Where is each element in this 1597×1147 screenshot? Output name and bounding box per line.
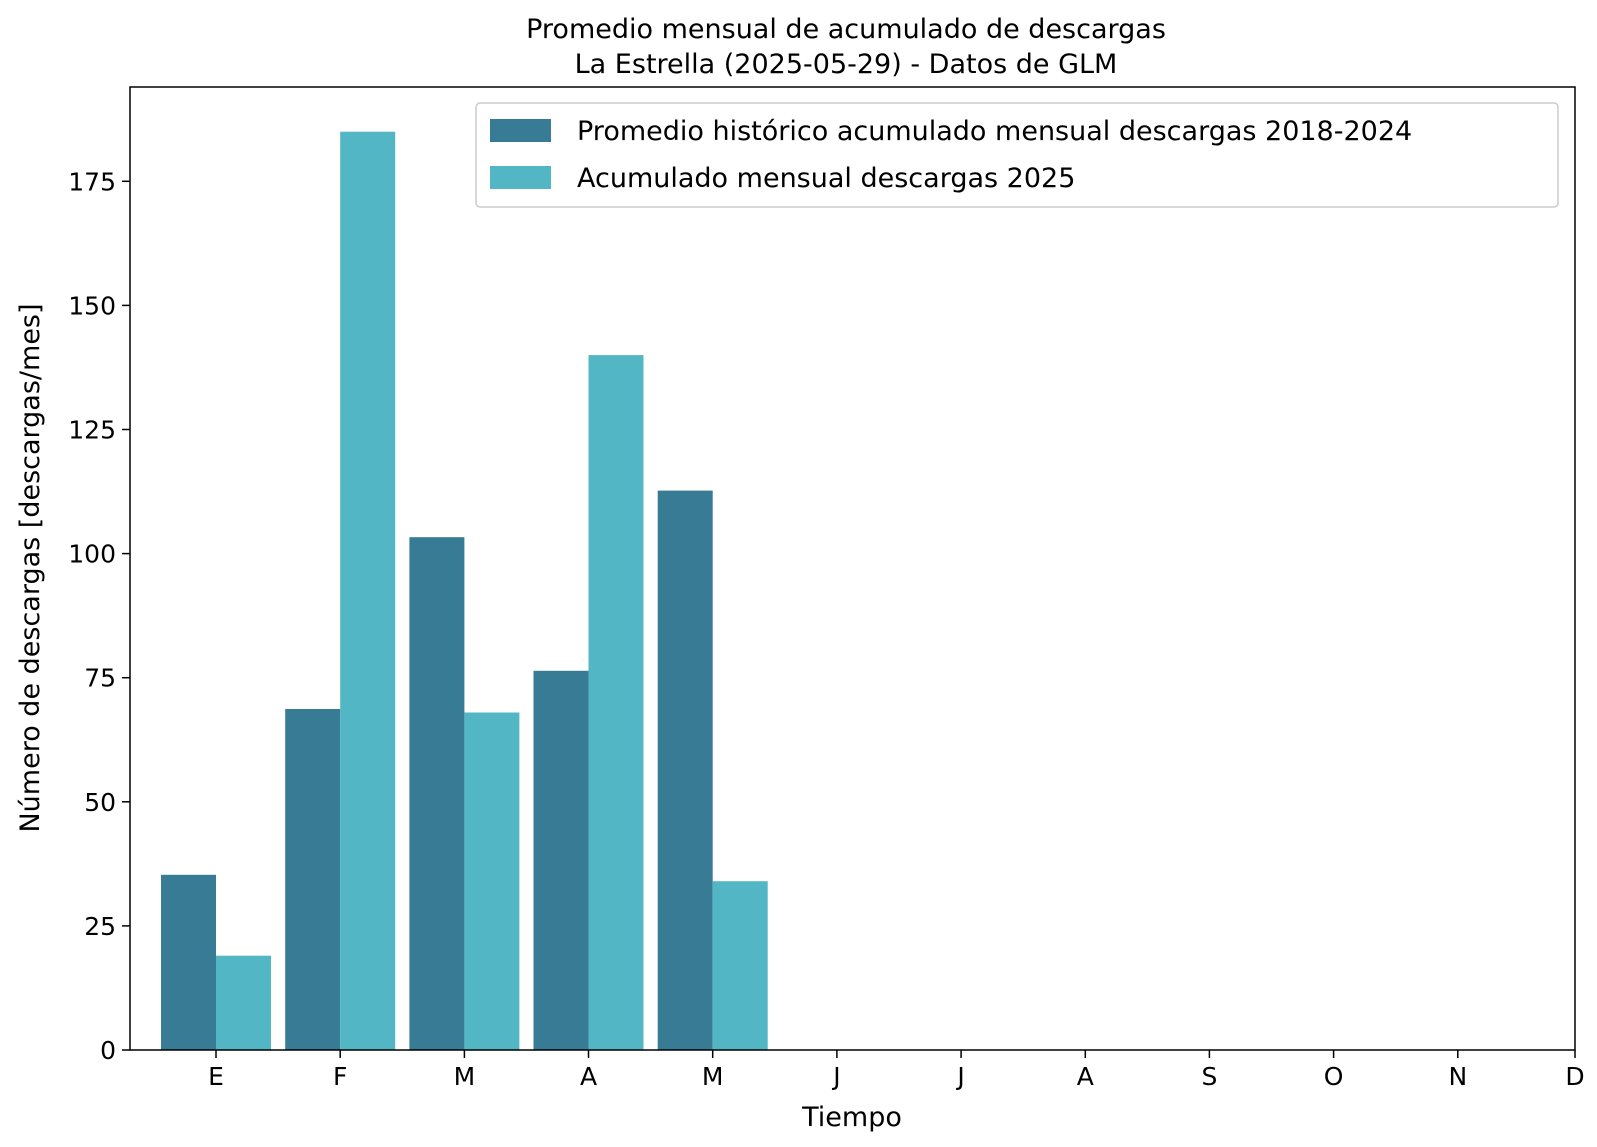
x-tick-label-4: M bbox=[702, 1062, 724, 1091]
x-tick-label-9: O bbox=[1324, 1062, 1344, 1091]
y-tick-label-3: 75 bbox=[84, 664, 116, 693]
x-tick-label-10: N bbox=[1448, 1062, 1467, 1091]
bar-historico-3 bbox=[533, 670, 589, 1050]
bar-historico-1 bbox=[285, 709, 341, 1050]
legend: Promedio histórico acumulado mensual des… bbox=[475, 102, 1559, 208]
x-tick-label-7: A bbox=[1077, 1062, 1094, 1091]
bar-2025-1 bbox=[340, 131, 396, 1050]
y-tick-label-6: 150 bbox=[68, 291, 116, 320]
x-tick-label-0: E bbox=[208, 1062, 224, 1091]
bar-historico-0 bbox=[161, 874, 216, 1050]
legend-swatch-2025 bbox=[490, 166, 551, 189]
x-tick-label-5: J bbox=[831, 1062, 840, 1091]
y-axis-label: Número de descargas [descargas/mes] bbox=[15, 303, 46, 832]
legend-swatch-historico bbox=[490, 119, 551, 142]
chart-title-line1: Promedio mensual de acumulado de descarg… bbox=[526, 14, 1166, 45]
y-tick-label-0: 0 bbox=[100, 1036, 116, 1065]
chart-title-line2: La Estrella (2025-05-29) - Datos de GLM bbox=[575, 49, 1118, 80]
bars-group bbox=[161, 131, 768, 1051]
x-tick-label-2: M bbox=[454, 1062, 476, 1091]
bar-2025-2 bbox=[464, 712, 520, 1050]
y-tick-label-4: 100 bbox=[68, 540, 116, 569]
x-tick-label-6: J bbox=[955, 1062, 964, 1091]
bar-historico-2 bbox=[409, 537, 465, 1050]
y-tick-label-7: 175 bbox=[68, 167, 116, 196]
bar-historico-4 bbox=[657, 490, 713, 1051]
x-tick-label-8: S bbox=[1201, 1062, 1217, 1091]
bar-2025-0 bbox=[216, 955, 271, 1050]
legend-label-historico: Promedio histórico acumulado mensual des… bbox=[577, 116, 1412, 147]
bar-2025-4 bbox=[712, 881, 768, 1050]
bar-2025-3 bbox=[588, 355, 644, 1051]
y-tick-label-1: 25 bbox=[84, 912, 116, 941]
y-tick-label-2: 50 bbox=[84, 788, 116, 817]
y-axis-ticks: 0 25 50 75 100 125 150 175 bbox=[68, 167, 130, 1065]
y-tick-label-5: 125 bbox=[68, 416, 116, 445]
x-tick-label-3: A bbox=[580, 1062, 597, 1091]
x-tick-label-1: F bbox=[333, 1062, 347, 1091]
legend-label-2025: Acumulado mensual descargas 2025 bbox=[577, 163, 1075, 194]
x-axis-label: Tiempo bbox=[801, 1102, 902, 1133]
legend-frame bbox=[475, 102, 1559, 208]
plot-frame bbox=[129, 86, 1576, 1051]
x-tick-label-11: D bbox=[1565, 1062, 1584, 1091]
